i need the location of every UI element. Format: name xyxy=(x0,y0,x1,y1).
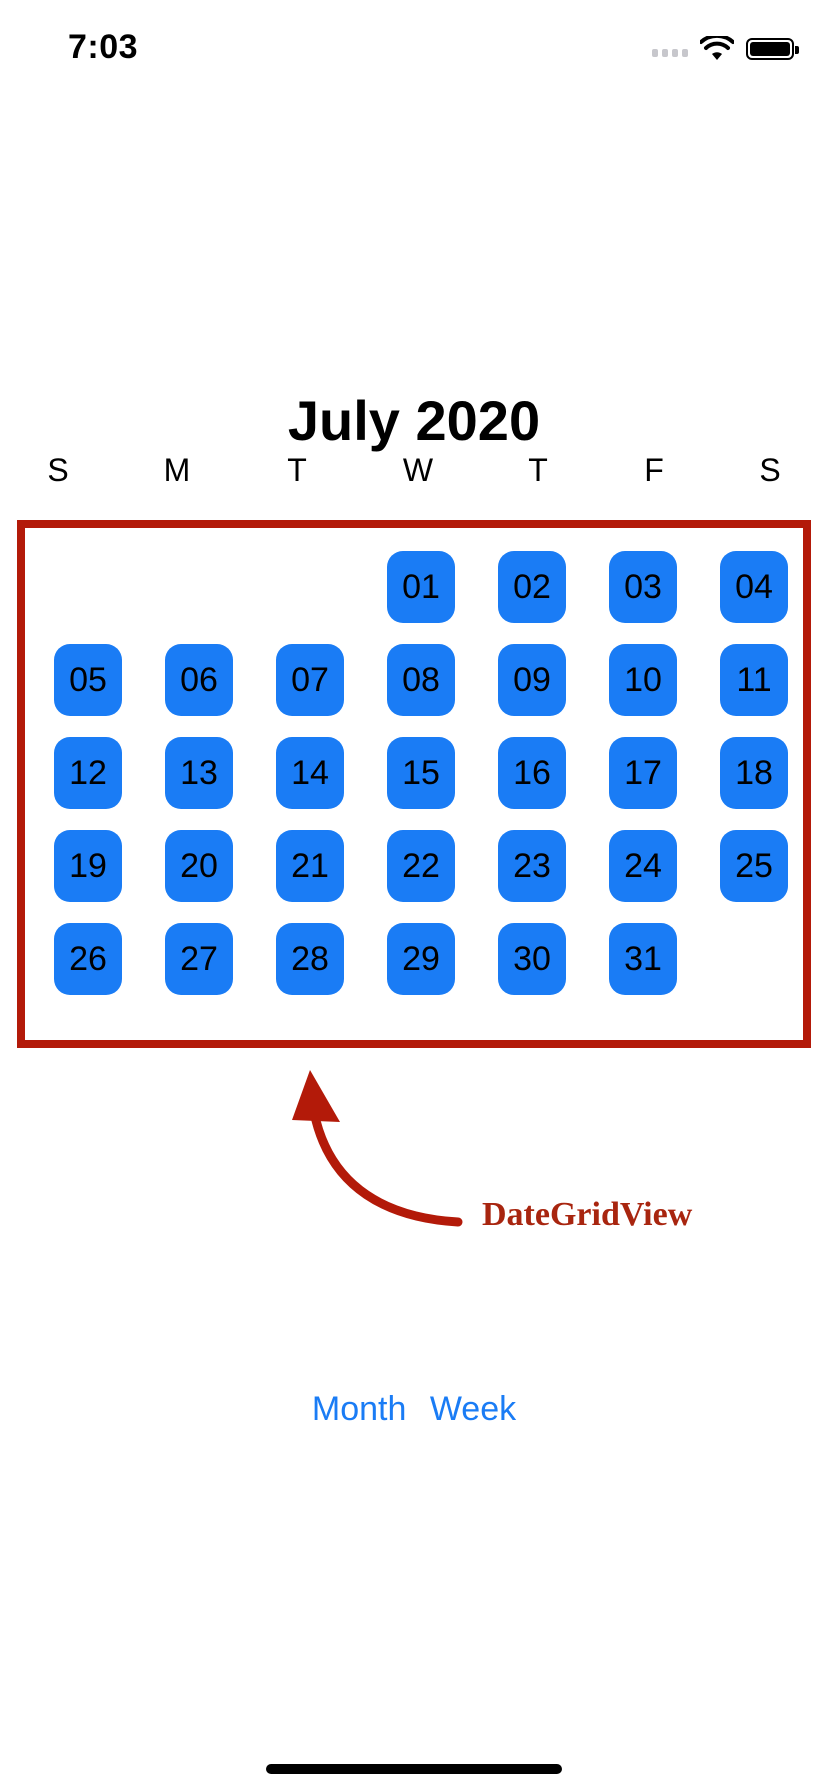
date-cell[interactable]: 18 xyxy=(720,737,788,809)
weekday-label: W xyxy=(402,452,434,488)
date-cell[interactable]: 23 xyxy=(498,830,566,902)
week-button[interactable]: Week xyxy=(429,1390,517,1428)
weekday-label: S xyxy=(47,452,69,488)
date-grid-view: 01 02 03 04 05 06 07 08 09 10 11 12 13 14 15 16 17 18 19 20… xyxy=(17,520,811,1048)
weekday-label: S xyxy=(759,452,781,488)
date-cell[interactable]: 11 xyxy=(720,644,788,716)
date-cell[interactable]: 12 xyxy=(54,737,122,809)
date-cell[interactable]: 21 xyxy=(276,830,344,902)
date-cell[interactable]: 04 xyxy=(720,551,788,623)
date-cell[interactable]: 10 xyxy=(609,644,677,716)
annotation-arrow-icon xyxy=(292,1070,463,1227)
date-cell[interactable]: 16 xyxy=(498,737,566,809)
home-indicator[interactable] xyxy=(266,1764,562,1774)
date-cell[interactable]: 26 xyxy=(54,923,122,995)
date-cell[interactable]: 28 xyxy=(276,923,344,995)
annotation-label: DateGridView xyxy=(482,1196,693,1233)
status-time: 7:03 xyxy=(68,28,139,66)
weekday-label: T xyxy=(528,452,548,488)
signal-icon xyxy=(652,49,688,57)
weekday-label: T xyxy=(287,452,307,488)
date-cell[interactable]: 30 xyxy=(498,923,566,995)
date-cell[interactable]: 22 xyxy=(387,830,455,902)
date-cell[interactable]: 31 xyxy=(609,923,677,995)
date-cell[interactable]: 24 xyxy=(609,830,677,902)
date-cell[interactable]: 25 xyxy=(720,830,788,902)
date-cell[interactable]: 01 xyxy=(387,551,455,623)
month-title: July 2020 xyxy=(287,389,541,452)
wifi-icon xyxy=(700,36,734,60)
date-cell[interactable]: 07 xyxy=(276,644,344,716)
status-indicators xyxy=(652,36,799,62)
mode-buttons: Month Week xyxy=(0,1390,828,1429)
date-cell[interactable]: 17 xyxy=(609,737,677,809)
date-cell[interactable]: 02 xyxy=(498,551,566,623)
date-cell[interactable]: 05 xyxy=(54,644,122,716)
date-cell[interactable]: 14 xyxy=(276,737,344,809)
weekday-label: F xyxy=(644,452,664,488)
battery-icon xyxy=(746,38,799,60)
weekday-label: M xyxy=(163,452,191,488)
date-cell[interactable]: 13 xyxy=(165,737,233,809)
month-button[interactable]: Month xyxy=(311,1390,407,1428)
date-cell[interactable]: 19 xyxy=(54,830,122,902)
date-cell[interactable]: 29 xyxy=(387,923,455,995)
date-cell[interactable]: 15 xyxy=(387,737,455,809)
date-cell[interactable]: 03 xyxy=(609,551,677,623)
date-cell[interactable]: 06 xyxy=(165,644,233,716)
date-cell[interactable]: 27 xyxy=(165,923,233,995)
date-cell[interactable]: 20 xyxy=(165,830,233,902)
date-cell[interactable]: 09 xyxy=(498,644,566,716)
date-cell[interactable]: 08 xyxy=(387,644,455,716)
